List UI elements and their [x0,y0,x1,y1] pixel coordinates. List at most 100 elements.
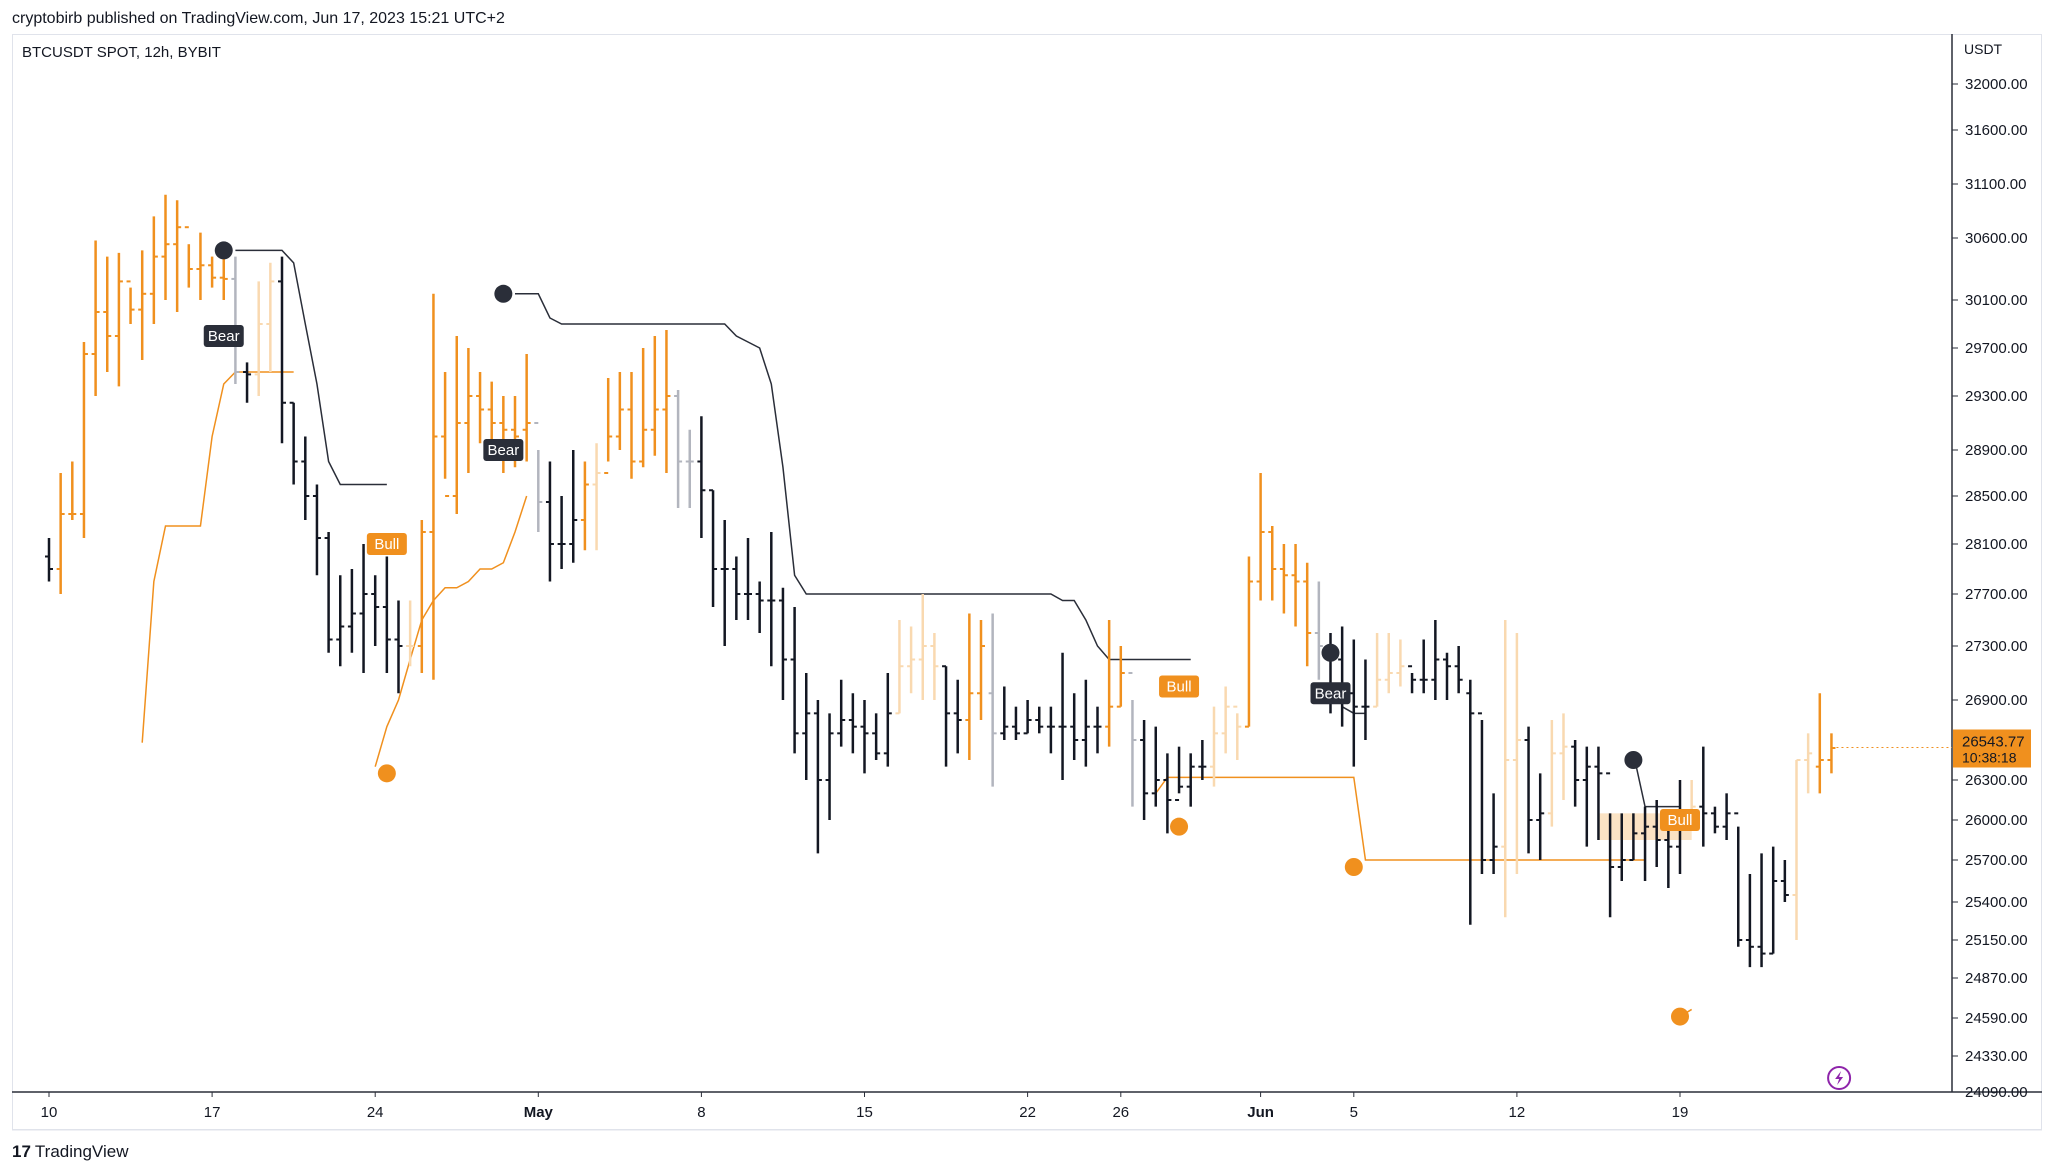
ohlc-bar [1291,544,1300,627]
ohlc-bar [1279,544,1288,614]
ohlc-bar [487,381,496,450]
ohlc-bar [1058,652,1067,780]
x-tick-label: 22 [1019,1104,1036,1121]
bull-signal-dot [1344,858,1363,876]
ohlc-bar [1699,746,1708,847]
bear-signal-dot [214,241,233,260]
x-tick-label: 26 [1112,1104,1129,1121]
y-tick-label: 31600.00 [1965,122,2028,139]
ohlc-bar [639,348,648,468]
ohlc-bar [1769,846,1778,955]
x-tick-label: 24 [367,1104,384,1121]
ohlc-bar [965,613,974,760]
ohlc-bar [68,461,77,520]
y-tick-label: 29300.00 [1965,388,2028,405]
ohlc-bar [1734,812,1743,947]
bear-label-box [1310,682,1351,705]
ohlc-bar [732,556,741,620]
lightning-glyph [1835,1071,1844,1085]
ohlc-bar [1454,646,1463,694]
y-tick-label: 30100.00 [1965,292,2028,309]
ohlc-bar [545,461,554,582]
ohlc-bar [1303,562,1312,667]
ohlc-bars [45,194,1836,968]
bear-label-text: Bear [208,328,240,345]
price-axis-unit: USDT [1964,41,2003,57]
ohlc-bar [103,256,112,372]
ohlc-bar [744,538,752,620]
bull-label-box [366,533,407,555]
last-price-value: 26543.77 [1962,733,2025,750]
ohlc-bar [1792,759,1801,940]
ohlc-bar [1489,793,1498,874]
ohlc-bar [1011,706,1020,740]
ohlc-bar [1594,746,1603,840]
ohlc-bar [1512,633,1521,874]
ohlc-bar [1186,753,1195,807]
ohlc-bar [406,600,415,667]
bull-trailing-stop-line [141,371,294,743]
ohlc-bar [1349,639,1358,767]
lightning-circle-icon [1827,1066,1852,1090]
ohlc-bar [1466,679,1475,925]
ohlc-bar [1536,773,1545,860]
ohlc-bar [324,532,333,653]
ohlc-bar [1629,813,1638,861]
bear-trailing-stop-line [235,249,387,486]
ohlc-bar [184,226,193,288]
ohlc-bar [709,489,718,607]
last-price-countdown: 10:38:18 [1962,749,2017,765]
y-tick-label: 32000.00 [1965,76,2028,93]
x-tick-label: 10 [41,1104,58,1121]
ohlc-bar [662,330,671,473]
ohlc-bar [860,700,869,774]
ohlc-bar [1431,620,1440,700]
ohlc-bar [953,679,962,754]
ohlc-bar [429,293,438,680]
ohlc-bar [417,520,426,673]
ohlc-bar [580,461,589,551]
ohlc-bar [243,362,252,403]
ohlc-bar [1268,526,1277,601]
ohlc-bar [266,262,275,372]
ohlc-bar [1408,665,1417,694]
ohlc-bar [476,372,485,444]
ohlc-bar [883,673,892,767]
ohlc-bar [231,256,240,384]
y-tick-label: 31100.00 [1965,176,2026,193]
ohlc-bar [371,575,380,646]
ohlc-bar [1175,746,1184,801]
ohlc-bar [650,336,659,456]
ohlc-bar [278,256,286,444]
publish-info: cryptobirb published on TradingView.com,… [12,10,505,27]
x-tick-label: 5 [1350,1104,1358,1121]
ohlc-bar [1815,693,1824,794]
ohlc-bar [1745,874,1754,968]
x-tick-label: May [524,1104,554,1121]
ohlc-bar [825,713,834,820]
ohlc-bar [1244,556,1253,728]
ohlc-bar [907,626,916,694]
ohlc-bar [802,673,811,780]
bull-label-box [1159,675,1200,698]
footer-brand[interactable]: 17 TradingView [12,1142,128,1162]
ohlc-bar [79,342,88,538]
ohlc-bar [942,665,951,767]
ohlc-bar [1105,620,1114,747]
ohlc-bar [1780,860,1789,902]
ohlc-bar [161,194,170,300]
ohlc-bar [813,700,822,854]
ohlc-bar [289,401,298,485]
ohlc-bar [1757,853,1766,968]
y-tick-label: 28500.00 [1965,488,2028,505]
ohlc-bar [1361,659,1370,740]
bear-label-box [483,439,524,461]
ohlc-bar [1338,626,1347,727]
ohlc-bar [1070,693,1079,760]
ohlc-bar [114,252,123,387]
ohlc-bar [1000,686,1009,740]
ohlc-bar [1151,726,1160,807]
x-tick-label: 15 [856,1104,873,1121]
ohlc-bar [1827,733,1836,774]
